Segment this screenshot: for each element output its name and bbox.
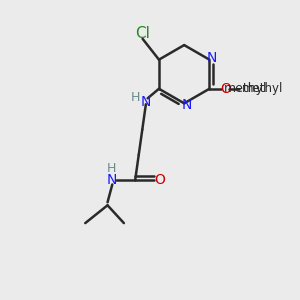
Text: methyl: methyl bbox=[242, 82, 284, 95]
Text: N: N bbox=[141, 95, 151, 109]
Text: N: N bbox=[182, 98, 192, 112]
Text: Cl: Cl bbox=[135, 26, 150, 41]
Text: O: O bbox=[154, 173, 165, 187]
Text: H: H bbox=[107, 162, 116, 175]
Text: H: H bbox=[131, 91, 140, 104]
Text: N: N bbox=[107, 173, 118, 187]
Text: O: O bbox=[220, 82, 231, 96]
Text: methyl: methyl bbox=[224, 82, 268, 95]
Text: N: N bbox=[207, 51, 217, 65]
